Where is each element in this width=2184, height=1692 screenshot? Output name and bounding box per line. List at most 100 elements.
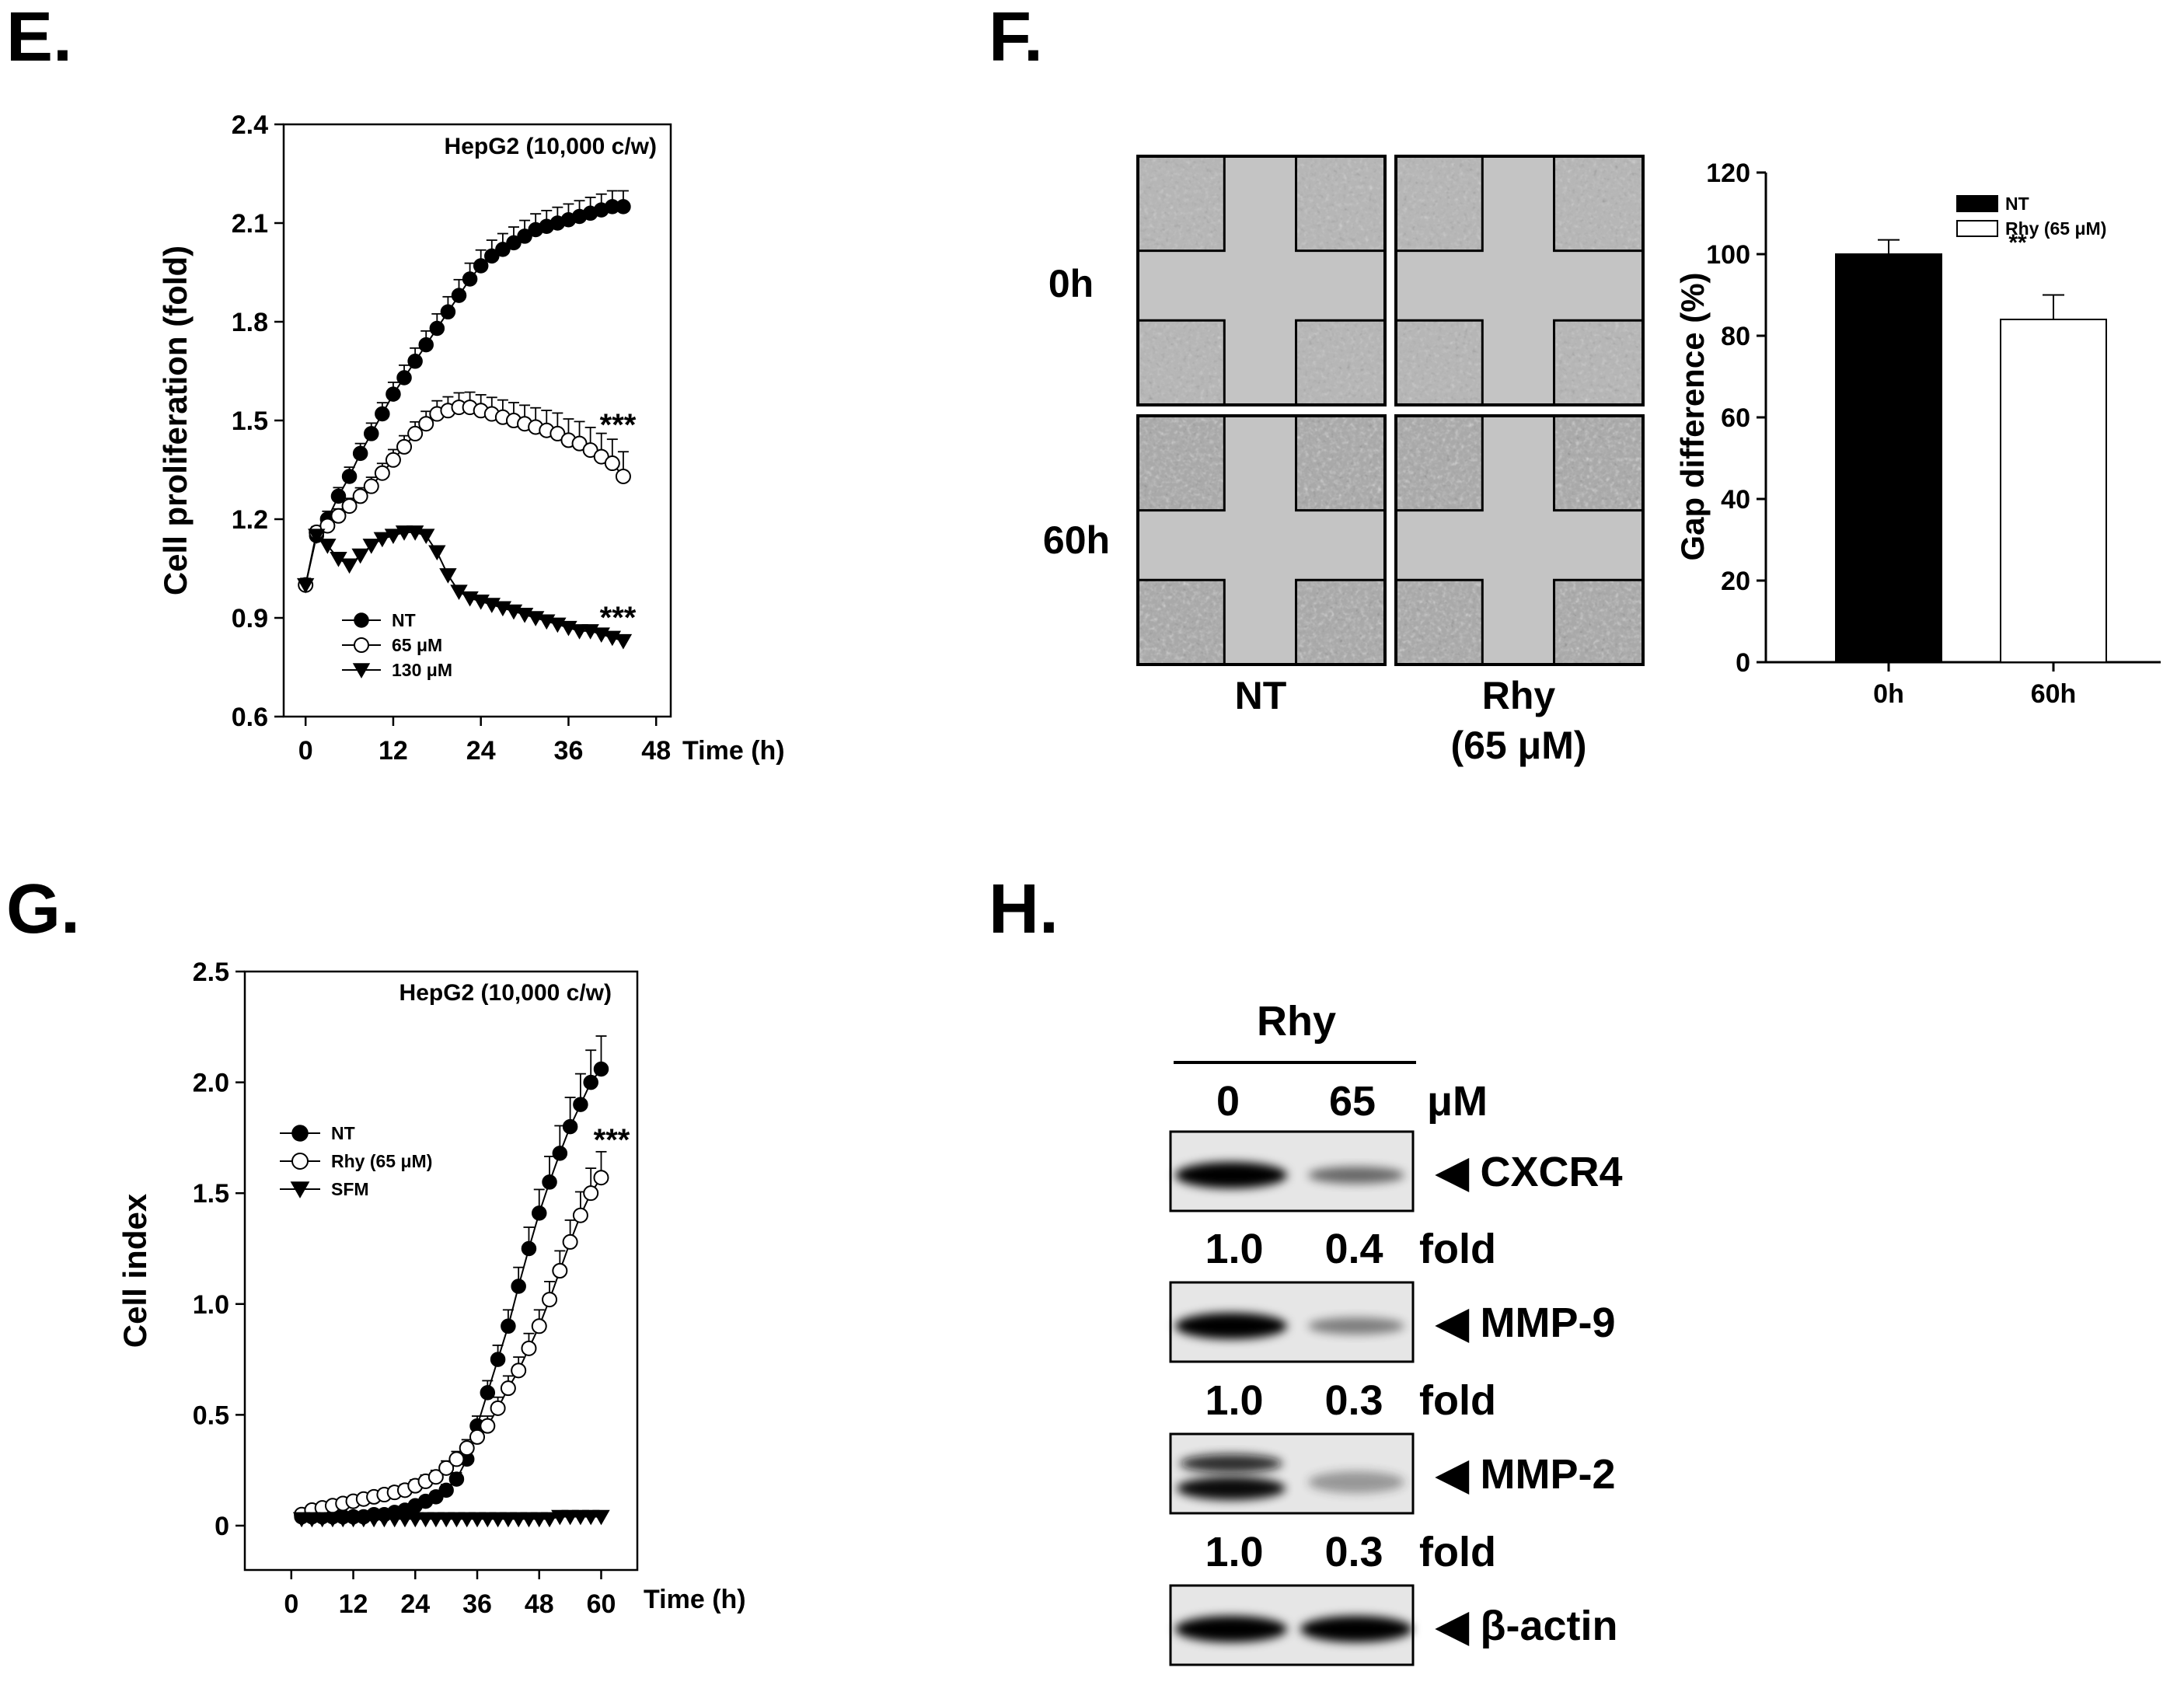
y-tick-label: 120 — [1706, 159, 1750, 188]
data-point — [341, 498, 358, 515]
data-point — [308, 529, 326, 545]
data-point — [604, 455, 620, 472]
chart-f: Gap difference (%) ** 0 20 40 60 80 100 120 0h 6… — [1674, 159, 2161, 709]
data-point — [517, 229, 532, 244]
data-point — [542, 1292, 558, 1308]
blot-treatment-label: Rhy — [1257, 998, 1336, 1045]
data-point — [521, 1340, 537, 1356]
chart-g-xlabel: Time (h) — [644, 1585, 746, 1614]
blot-dose-unit: μM — [1427, 1078, 1488, 1125]
data-point — [616, 199, 631, 215]
cell-texture — [1396, 580, 1483, 665]
data-point — [480, 1418, 496, 1434]
y-tick-label: 2.1 — [232, 209, 268, 239]
x-tick-label: 12 — [379, 736, 408, 766]
data-point — [428, 545, 446, 561]
chart-g-frame — [243, 970, 639, 1572]
col-label-nt: NT — [1235, 674, 1287, 717]
data-point — [583, 1074, 598, 1090]
y-tick-label: 0.9 — [232, 604, 268, 633]
cell-texture — [1396, 320, 1483, 405]
data-point — [552, 1146, 568, 1161]
data-point — [511, 1362, 527, 1379]
data-point — [296, 577, 315, 594]
y-tick-label: 1.5 — [232, 406, 268, 436]
legend-label: NT — [392, 610, 416, 630]
blot-band — [1300, 1616, 1412, 1642]
blot-band — [1175, 1162, 1287, 1188]
fold-unit: fold — [1419, 1226, 1496, 1272]
x-tick-label: 0h — [1873, 679, 1904, 709]
x-tick-label: 60h — [2031, 679, 2077, 709]
blot-band — [1177, 1477, 1286, 1500]
blot-strip-mmp-9 — [1169, 1281, 1415, 1363]
data-point — [614, 633, 633, 650]
cell-texture — [1396, 156, 1483, 251]
image-frame — [1394, 155, 1645, 406]
legend-marker — [291, 1153, 309, 1170]
chart-g-annotation: HepG2 (10,000 c/w) — [399, 980, 612, 1006]
panel-letter-f: F. — [989, 0, 1043, 76]
data-point — [562, 1233, 578, 1250]
data-point — [459, 1440, 475, 1457]
chart-e-xlabel: Time (h) — [682, 736, 785, 766]
data-point — [340, 558, 358, 574]
data-point — [417, 529, 435, 545]
y-tick-label: 0.5 — [193, 1401, 229, 1430]
image-frame — [1136, 155, 1387, 406]
data-point — [615, 468, 631, 484]
data-point — [396, 438, 413, 455]
data-point — [532, 1205, 547, 1221]
legend-marker — [352, 663, 371, 679]
cell-texture — [1554, 156, 1643, 251]
row-label-0h: 0h — [1048, 262, 1094, 305]
blot-band — [1308, 1471, 1404, 1493]
fold-value: 1.0 — [1205, 1226, 1263, 1272]
data-point — [562, 1118, 578, 1135]
scratch-image-nt-0h — [1136, 155, 1387, 406]
cell-texture — [1296, 156, 1385, 251]
fold-unit: fold — [1419, 1377, 1496, 1424]
data-point — [427, 1469, 444, 1485]
cell-texture — [1138, 416, 1225, 511]
data-point — [439, 568, 457, 584]
chart-e-ylabel: Cell proliferation (fold) — [157, 246, 194, 595]
x-tick-label: 24 — [400, 1589, 430, 1619]
x-tick-label: 36 — [462, 1589, 492, 1619]
data-point — [386, 386, 401, 402]
legend-marker — [291, 1125, 309, 1142]
legend-label: 130 μM — [392, 660, 452, 680]
blot-band — [1180, 1454, 1282, 1473]
data-point — [384, 529, 403, 545]
x-tick-label: 0 — [298, 736, 313, 766]
y-tick-label: 0 — [215, 1512, 229, 1541]
data-point — [341, 469, 358, 484]
data-point — [593, 1170, 609, 1186]
data-point — [593, 1061, 609, 1077]
y-tick-label: 2.5 — [193, 958, 229, 987]
x-tick-label: 12 — [339, 1589, 368, 1619]
cell-texture — [1296, 580, 1385, 665]
y-tick-label: 80 — [1721, 322, 1750, 351]
data-point — [330, 488, 347, 504]
data-point — [363, 478, 379, 494]
bar — [2000, 319, 2107, 663]
chart-e-annotation: HepG2 (10,000 c/w) — [445, 134, 657, 159]
data-point — [500, 1380, 516, 1397]
data-point — [521, 1240, 537, 1257]
col-label-rhy: Rhy — [1482, 674, 1556, 717]
y-tick-label: 1.2 — [232, 505, 268, 535]
blot-strip-mmp-2 — [1169, 1432, 1415, 1515]
data-point — [469, 1429, 486, 1445]
cell-texture — [1138, 320, 1225, 405]
data-point — [448, 1451, 465, 1467]
x-tick-label: 48 — [525, 1589, 554, 1619]
blot-band — [1308, 1317, 1404, 1334]
y-tick-label: 2.0 — [193, 1069, 229, 1098]
blot-label-mmp-2: ◀ MMP-2 — [1435, 1451, 1616, 1498]
series-line — [305, 205, 623, 585]
data-point — [552, 1263, 568, 1279]
cell-texture — [1138, 156, 1225, 251]
data-point — [542, 1174, 557, 1190]
data-point — [429, 320, 445, 337]
